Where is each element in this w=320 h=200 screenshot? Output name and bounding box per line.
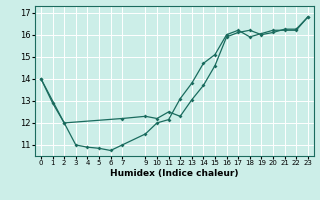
X-axis label: Humidex (Indice chaleur): Humidex (Indice chaleur) [110,169,239,178]
